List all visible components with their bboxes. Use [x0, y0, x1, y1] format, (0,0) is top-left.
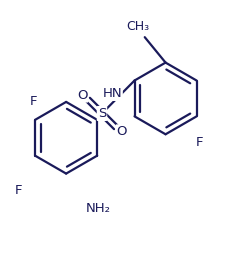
Text: NH₂: NH₂: [86, 202, 111, 215]
Text: O: O: [116, 125, 127, 138]
Text: F: F: [15, 185, 22, 197]
Text: HN: HN: [102, 87, 122, 100]
Text: F: F: [30, 95, 37, 108]
Text: S: S: [98, 107, 106, 120]
Text: CH₃: CH₃: [126, 20, 149, 33]
Text: F: F: [195, 136, 203, 149]
Text: O: O: [77, 89, 88, 102]
